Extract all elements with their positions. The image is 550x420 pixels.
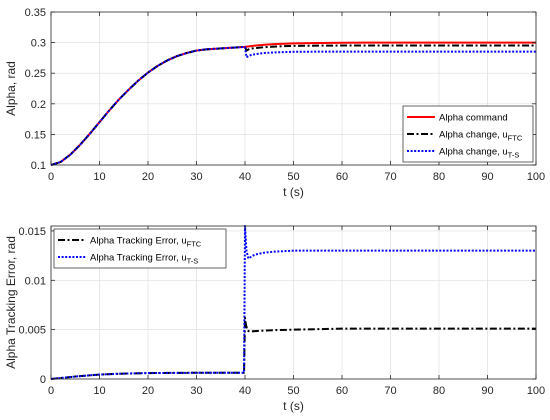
x-tick-label: 20	[142, 171, 154, 183]
legend-label: Alpha change, uT-S	[439, 147, 519, 160]
y-tick-label: 0.35	[25, 7, 46, 19]
x-tick-label: 90	[481, 385, 493, 397]
y-tick-label: 0.1	[31, 160, 46, 172]
x-tick-label: 70	[384, 171, 396, 183]
y-tick-label: 0.01	[25, 275, 46, 287]
x-tick-label: 10	[93, 171, 105, 183]
legend-label: Alpha change, uFTC	[439, 130, 523, 143]
series-group	[51, 41, 536, 166]
y-tick-label: 0.005	[18, 325, 46, 337]
x-tick-label: 80	[433, 171, 445, 183]
series-line-3	[51, 45, 536, 166]
series-line-1	[51, 316, 536, 380]
y-tick-label: 0.15	[25, 129, 46, 141]
y-tick-label: 0.015	[18, 226, 46, 238]
legend-label: Alpha command	[439, 113, 508, 124]
legend: Alpha Tracking Error, uFTC Alpha Tracking…	[53, 228, 227, 269]
y-tick-label: 0.2	[31, 99, 46, 111]
x-tick-label: 0	[48, 171, 54, 183]
x-tick-label: 100	[527, 385, 545, 397]
series-group	[51, 225, 536, 380]
x-tick-label: 0	[48, 385, 54, 397]
x-tick-label: 10	[93, 385, 105, 397]
x-tick-label: 80	[433, 385, 445, 397]
subplot-1: 0 10 20 30 40 50 60 70 80 90 100 0.1 0.15 0.2 0.25 0.3 0…	[4, 7, 545, 199]
x-tick-label: 40	[239, 385, 251, 397]
x-tick-label: 60	[336, 171, 348, 183]
x-tick-label: 90	[481, 171, 493, 183]
y-tick-label: 0.3	[31, 38, 46, 50]
x-tick-label: 100	[527, 171, 545, 183]
subplot-2: 0 10 20 30 40 50 60 70 80 90 100 0 0.005 0.01 0.015 t (…	[4, 225, 545, 413]
x-tick-label: 50	[287, 171, 299, 183]
x-tick-label: 30	[190, 385, 202, 397]
series-line-2	[51, 225, 536, 380]
x-tick-label: 40	[239, 171, 251, 183]
y-tick-label: 0.25	[25, 68, 46, 80]
y-tick-label: 0	[40, 374, 46, 386]
legend: Alpha command Alpha change, uFTC Alpha cha…	[402, 105, 534, 163]
legend-label: Alpha Tracking Error, uT-S	[90, 253, 198, 266]
legend-box	[53, 228, 227, 269]
x-tick-label: 50	[287, 385, 299, 397]
x-axis-label: t (s)	[283, 185, 304, 199]
y-axis-label: Alpha Tracking Error, rad	[4, 236, 18, 369]
x-tick-label: 20	[142, 385, 154, 397]
legend-label: Alpha Tracking Error, uFTC	[90, 236, 202, 249]
x-tick-label: 30	[190, 171, 202, 183]
x-tick-label: 70	[384, 385, 396, 397]
y-axis-label: Alpha, rad	[4, 61, 18, 116]
x-axis-label: t (s)	[283, 399, 304, 413]
x-tick-label: 60	[336, 385, 348, 397]
